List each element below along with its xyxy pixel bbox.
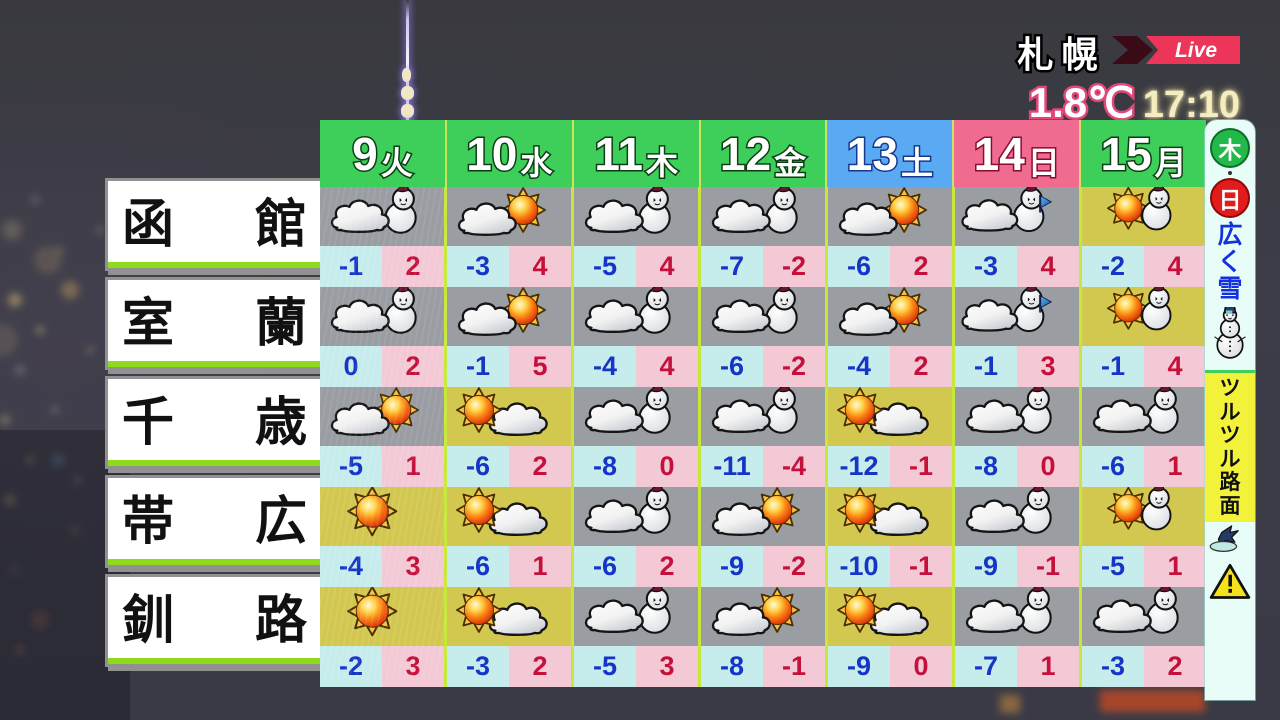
svg-text:Live: Live (1175, 39, 1217, 62)
